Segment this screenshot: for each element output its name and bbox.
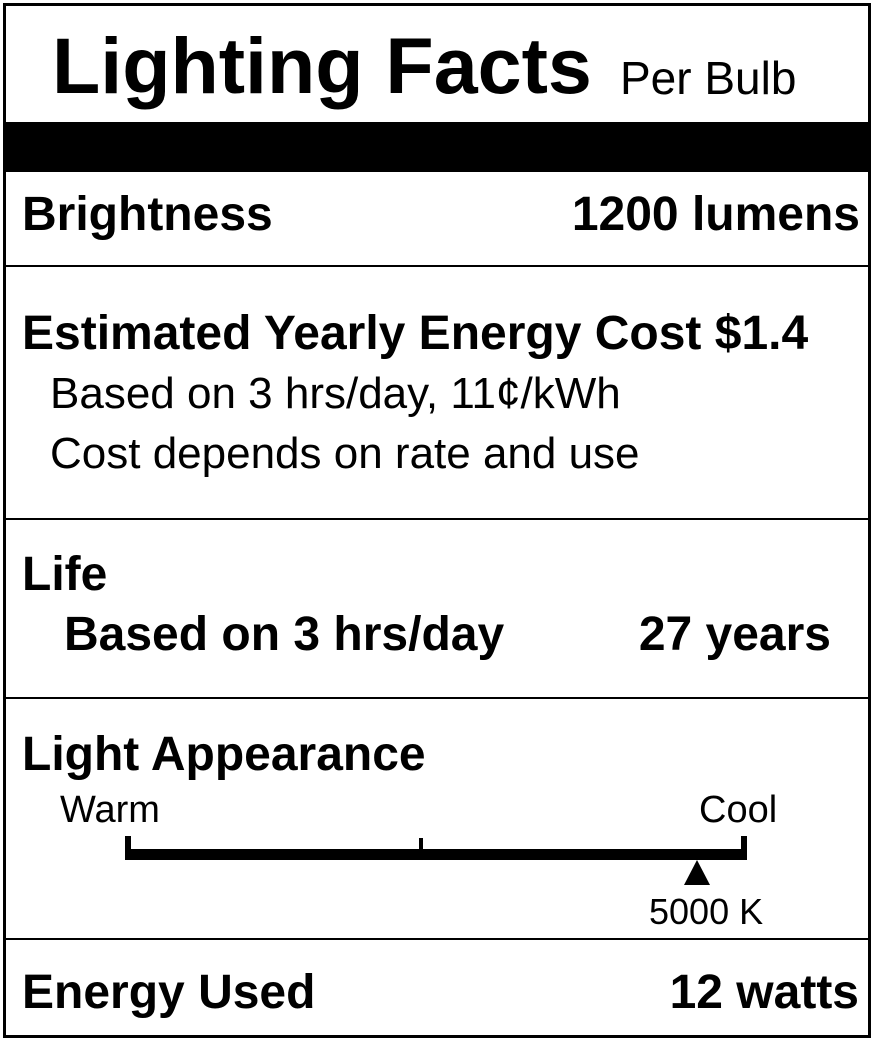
- life-basis: Based on 3 hrs/day: [64, 608, 505, 661]
- scale-mid-tick: [419, 838, 423, 853]
- page-subtitle: Per Bulb: [620, 52, 797, 104]
- page-title: Lighting Facts: [52, 21, 592, 110]
- color-temperature-marker: [684, 860, 711, 885]
- cost-basis: Based on 3 hrs/day, 11¢/kWh: [50, 369, 621, 418]
- cost-note: Cost depends on rate and use: [50, 429, 640, 478]
- scale-left-tick: [125, 836, 131, 856]
- warm-label: Warm: [60, 789, 160, 831]
- life-label: Life: [22, 548, 108, 601]
- brightness-label: Brightness: [22, 188, 273, 241]
- divider: [3, 265, 868, 267]
- cost-label: Estimated Yearly Energy Cost $1.4: [22, 307, 809, 360]
- color-temperature-value: 5000 K: [649, 891, 764, 932]
- life-value: 27 years: [638, 608, 831, 661]
- brightness-value: 1200 lumens: [571, 188, 860, 241]
- color-temperature-scale: [125, 849, 747, 860]
- divider: [3, 518, 868, 520]
- header-band: [3, 122, 868, 172]
- label-frame: [3, 3, 871, 1038]
- divider: [3, 938, 868, 940]
- energy-value: 12 watts: [669, 966, 859, 1019]
- scale-right-tick: [741, 836, 747, 856]
- cool-label: Cool: [699, 789, 778, 831]
- divider: [3, 697, 868, 699]
- energy-label: Energy Used: [22, 966, 316, 1019]
- appearance-label: Light Appearance: [22, 728, 426, 781]
